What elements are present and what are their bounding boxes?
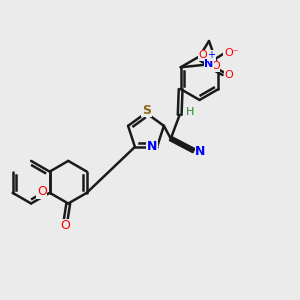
Text: O: O	[225, 70, 234, 80]
Text: N: N	[204, 59, 214, 69]
Text: +: +	[207, 50, 215, 60]
Text: O: O	[60, 219, 70, 232]
Text: O⁻: O⁻	[224, 48, 239, 58]
Text: H: H	[185, 107, 194, 117]
Text: S: S	[142, 104, 151, 117]
Text: N: N	[147, 140, 157, 153]
Text: O: O	[37, 185, 47, 198]
Text: O: O	[198, 50, 207, 60]
Text: N: N	[195, 145, 206, 158]
Text: O: O	[211, 61, 220, 71]
